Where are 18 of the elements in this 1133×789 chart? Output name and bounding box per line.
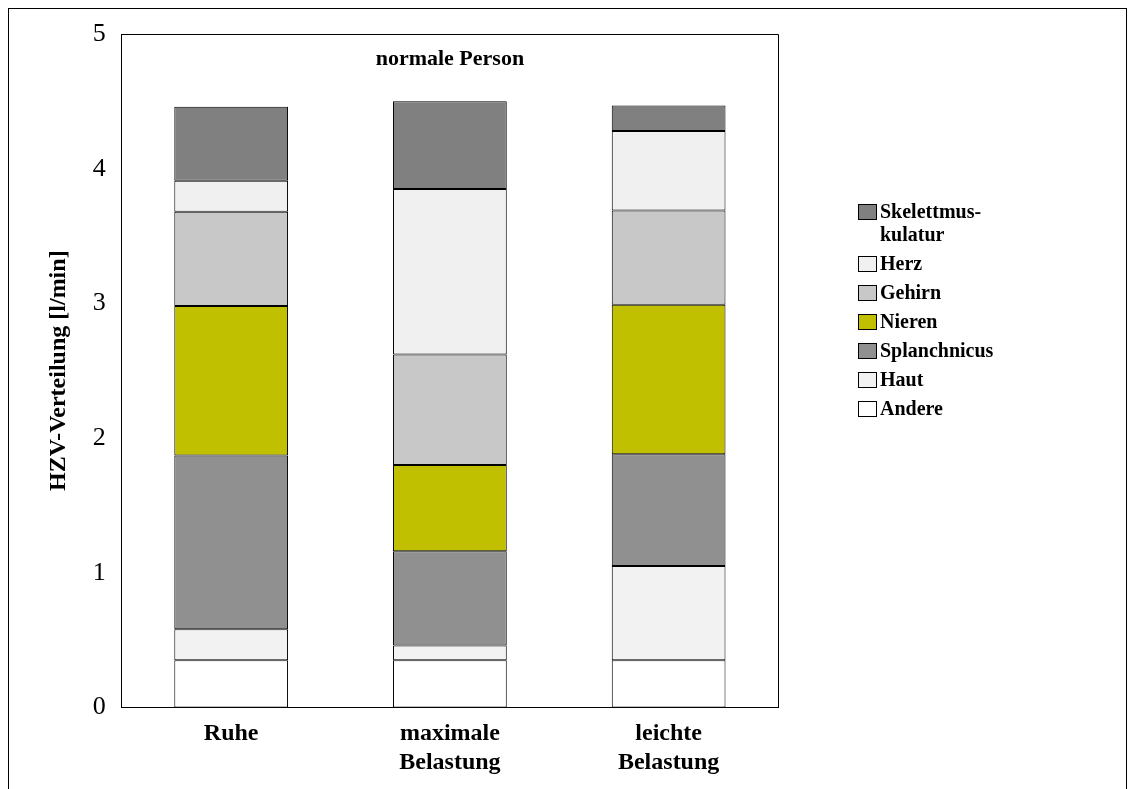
legend-label: Nieren [880, 310, 939, 333]
x-tick-label: maximale Belastung [399, 719, 501, 774]
text: Andere [880, 397, 944, 420]
y-tick-label: 2 [92, 421, 106, 451]
y-tick-label: 5 [92, 17, 106, 47]
x-tick-label: Ruhe [203, 719, 259, 745]
text: Herz [880, 252, 924, 275]
y-tick-label: 4 [92, 152, 106, 182]
y-tick-label: 3 [92, 287, 106, 317]
y-tick-label: 1 [92, 556, 106, 586]
legend-label: Skelettmus-kulatur [880, 200, 983, 246]
legend-label: Splanchnicus [880, 339, 994, 362]
text: normale Person [375, 44, 525, 70]
y-tick-label: 0 [92, 691, 106, 721]
x-tick-label: leichte Belastung [617, 719, 720, 774]
text: Haut [880, 368, 925, 391]
legend-label: Gehirn [880, 281, 943, 304]
y-axis-title: HZV-Verteilung [l/min] [43, 250, 70, 492]
